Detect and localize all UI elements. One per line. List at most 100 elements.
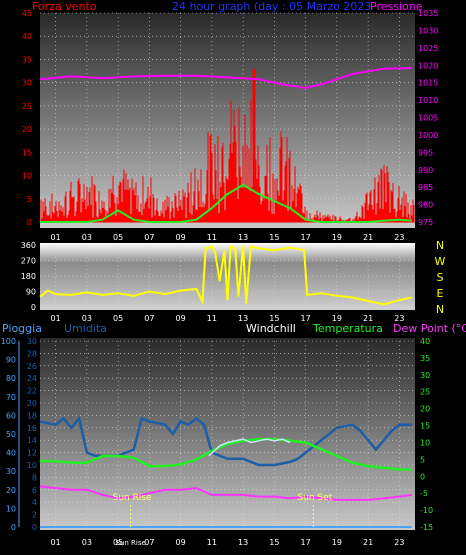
y-tick-label: 30: [22, 79, 32, 88]
x-tick-label: 07: [144, 314, 154, 323]
wind-speed-series: [40, 68, 415, 223]
x-tick-label: 13: [238, 233, 248, 242]
temperature-x-ticks: 01 03 05 07 09 11 13 15 17 19 21 23 Sun Rise: [51, 538, 405, 547]
x-tick-label: 19: [332, 538, 342, 547]
y-tick-label: 10: [27, 461, 37, 470]
y-tick-label: 6: [32, 486, 37, 495]
y-tick-label: 12: [27, 449, 37, 458]
temperature-label: Temperatura: [312, 322, 383, 335]
y-tick-label: 985: [418, 183, 433, 192]
x-tick-label: 17: [301, 538, 311, 547]
direction-x-ticks: 01 03 05 07 09 11 13 15 17 19 21 23: [51, 314, 405, 323]
x-tick-label: 17: [301, 233, 311, 242]
wind-average-series: [40, 183, 412, 223]
x-tick-label: 23: [394, 233, 404, 242]
temperature-plot-area: [40, 338, 415, 530]
x-tick-label: 05: [113, 233, 123, 242]
y-tick-label: 1015: [418, 79, 438, 88]
y-tick-label: 5: [27, 195, 32, 204]
y-tick-label: 1035: [418, 9, 438, 18]
x-tick-label: 11: [207, 538, 217, 547]
y-tick-label: 100: [1, 337, 16, 346]
y-tick-label: 22: [27, 387, 37, 396]
wind-direction-series: [39, 245, 413, 306]
x-tick-label: 21: [363, 233, 373, 242]
sunrise-axis-label: Sun Rise: [115, 539, 145, 547]
compass-letter: W: [435, 255, 446, 268]
compass-letter: S: [437, 271, 444, 284]
x-tick-label: 03: [82, 233, 92, 242]
windchill-label: Windchill: [246, 322, 296, 335]
x-tick-label: 05: [113, 538, 123, 547]
y-tick-label: 975: [418, 218, 433, 227]
y-tick-label: 40: [22, 32, 32, 41]
chart-title: 24 hour graph (day : 05 Marzo 2023: [172, 0, 371, 13]
y-tick-label: 0: [27, 218, 32, 227]
y-tick-label: 10: [420, 438, 430, 447]
y-tick-label: 18: [27, 411, 37, 420]
x-tick-label: 01: [51, 314, 61, 323]
y-tick-label: 15: [420, 422, 430, 431]
y-tick-label: 20: [27, 399, 37, 408]
y-tick-label: 25: [420, 388, 430, 397]
sunset-label: Sun Set: [297, 493, 332, 503]
temperature-y-ticks: -15 -10 -5 0 5 10 15 20 25 30 35 40: [420, 337, 433, 532]
y-tick-label: 0: [31, 303, 36, 312]
y-tick-label: 360: [21, 241, 36, 250]
compass-letter: N: [436, 239, 444, 252]
x-tick-label: 03: [82, 314, 92, 323]
humidity-axis-title: Umidita: [64, 322, 107, 335]
y-tick-label: 1000: [418, 131, 438, 140]
y-tick-label: 14: [27, 436, 37, 445]
y-tick-label: 35: [420, 354, 430, 363]
y-tick-label: 90: [6, 356, 16, 365]
y-tick-label: 15: [22, 148, 32, 157]
y-tick-label: 30: [420, 371, 430, 380]
direction-y-ticks: 0 90 180 270 360: [21, 241, 36, 312]
y-tick-label: 10: [22, 172, 32, 181]
y-tick-label: 45: [22, 9, 32, 18]
y-tick-label: 5: [420, 455, 425, 464]
x-tick-label: 09: [176, 233, 186, 242]
y-tick-label: 90: [26, 288, 36, 297]
y-tick-label: 50: [6, 430, 16, 439]
y-tick-label: 20: [420, 405, 430, 414]
temperature-grid: [40, 340, 415, 528]
y-tick-label: 35: [22, 55, 32, 64]
y-tick-label: 270: [21, 257, 36, 266]
x-tick-label: 03: [82, 538, 92, 547]
y-tick-label: 1025: [418, 44, 438, 53]
compass-letter: N: [436, 303, 444, 316]
x-tick-label: 19: [332, 233, 342, 242]
x-tick-label: 21: [363, 538, 373, 547]
y-tick-label: 990: [418, 166, 433, 175]
x-tick-label: 07: [144, 538, 154, 547]
x-tick-label: 07: [144, 233, 154, 242]
x-tick-label: 11: [207, 233, 217, 242]
sunrise-label: Sun Rise: [113, 493, 152, 503]
compass-letter: E: [437, 287, 444, 300]
x-tick-label: 09: [176, 314, 186, 323]
x-tick-label: 11: [207, 314, 217, 323]
wind-x-ticks: 01 03 05 07 09 11 13 15 17 19 21 23: [51, 233, 405, 242]
x-tick-label: 05: [113, 314, 123, 323]
x-tick-label: 23: [394, 538, 404, 547]
rain-axis-title: Pioggia: [2, 322, 42, 335]
pressure-axis-title: Pressione: [370, 0, 423, 13]
pressure-series: [39, 67, 412, 89]
dewpoint-label: Dew Point (°C): [393, 322, 466, 335]
y-tick-label: -5: [420, 489, 428, 498]
y-tick-label: 0: [420, 472, 425, 481]
y-tick-label: 40: [6, 449, 16, 458]
y-tick-label: 70: [6, 393, 16, 402]
x-tick-label: 09: [176, 538, 186, 547]
x-tick-label: 01: [51, 538, 61, 547]
y-tick-label: 1020: [418, 61, 438, 70]
y-tick-label: 10: [6, 504, 16, 513]
y-tick-label: 80: [6, 374, 16, 383]
y-tick-label: -10: [420, 506, 433, 515]
y-tick-label: 60: [6, 411, 16, 420]
